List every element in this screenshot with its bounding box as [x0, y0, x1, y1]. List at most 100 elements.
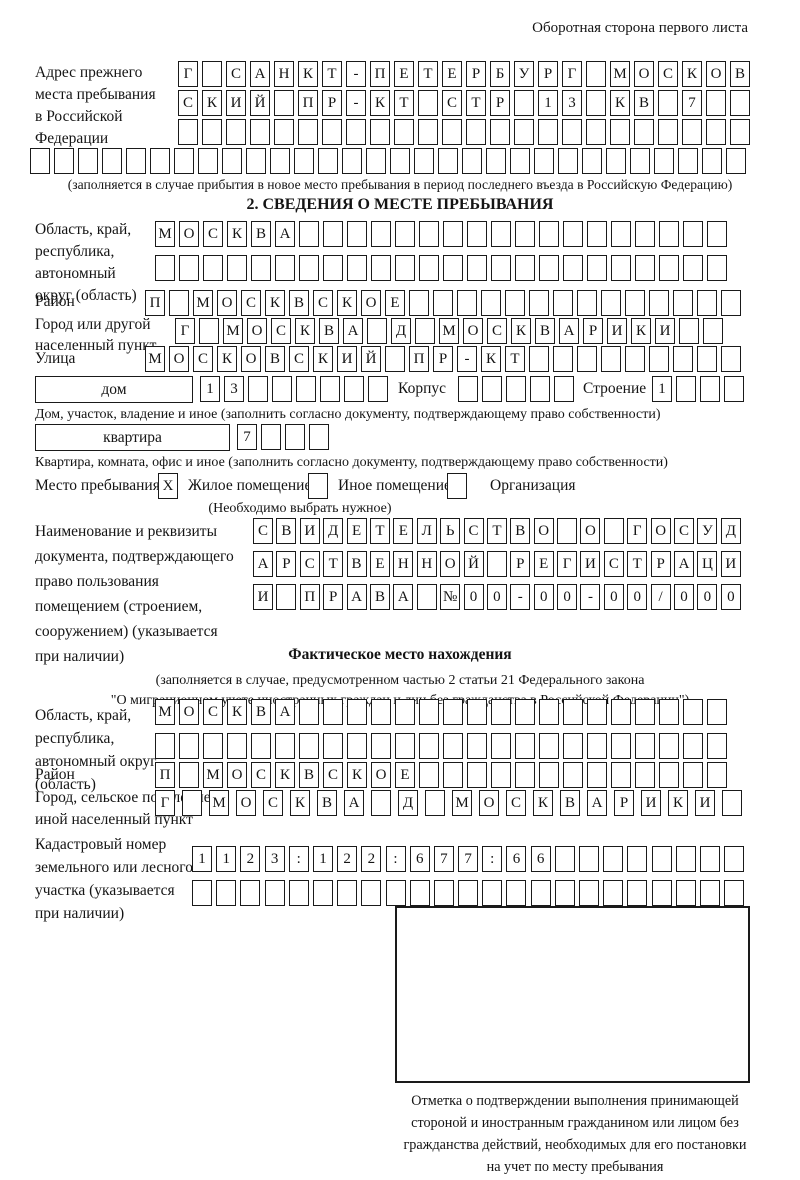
char-cell: [563, 255, 583, 281]
char-cell: С: [193, 346, 213, 372]
char-cell: И: [299, 518, 320, 544]
char-cell: [635, 699, 655, 725]
char-cell: О: [479, 790, 499, 816]
char-cell: [433, 290, 453, 316]
char-cell: [538, 119, 558, 145]
char-cell: [530, 880, 551, 906]
char-cell: [491, 762, 511, 788]
char-cell: С: [299, 551, 320, 577]
char-cell: [673, 346, 693, 372]
char-cell: М: [610, 61, 630, 87]
char-cell: [553, 346, 573, 372]
char-cell: П: [409, 346, 429, 372]
char-cell: [155, 255, 175, 281]
char-cell: [515, 699, 535, 725]
char-cell: Е: [393, 518, 414, 544]
char-cell: [603, 880, 624, 906]
char-cell: Н: [393, 551, 414, 577]
kvartira-note: Квартира, комната, офис и иное (заполнит…: [35, 455, 668, 470]
char-cell: С: [263, 790, 283, 816]
char-cell: [534, 148, 554, 174]
char-cell: [342, 148, 362, 174]
inoe-label: Иное помещение: [338, 477, 451, 494]
dom-note: Дом, участок, владение и иное (заполнить…: [35, 407, 661, 422]
char-cell: :: [385, 846, 406, 872]
mesto-note: (Необходимо выбрать нужное): [208, 501, 392, 516]
char-cell: [554, 880, 575, 906]
char-cell: [721, 346, 741, 372]
char-cell: 3: [224, 376, 244, 402]
char-cell: [199, 318, 219, 344]
char-cell: [554, 376, 574, 402]
char-cell: [587, 221, 607, 247]
char-cell: [683, 762, 703, 788]
char-cell: Т: [418, 61, 438, 87]
char-cell: С: [674, 518, 695, 544]
char-cell: [371, 699, 391, 725]
char-cell: [274, 90, 294, 116]
char-cell: [625, 346, 645, 372]
kvartira-char-row: 7: [237, 424, 329, 450]
char-cell: [285, 424, 305, 450]
char-cell: [682, 119, 702, 145]
char-cell: -: [580, 584, 601, 610]
char-cell: [251, 733, 271, 759]
char-cell: 1: [652, 376, 672, 402]
char-cell: Т: [486, 518, 507, 544]
char-cell: [322, 119, 342, 145]
char-cell: [673, 290, 693, 316]
char-cell: [272, 376, 292, 402]
char-cell: [611, 255, 631, 281]
char-cell: В: [265, 346, 285, 372]
char-cell: М: [145, 346, 165, 372]
char-cell: Г: [178, 61, 198, 87]
char-cell: [707, 699, 727, 725]
char-cell: О: [650, 518, 671, 544]
char-cell: А: [346, 584, 367, 610]
char-cell: О: [247, 318, 267, 344]
char-cell: [554, 846, 575, 872]
char-cell: О: [463, 318, 483, 344]
char-cell: Р: [466, 61, 486, 87]
char-cell: К: [370, 90, 390, 116]
s2-ulitsa-label: Улица: [35, 350, 76, 367]
char-cell: [697, 346, 717, 372]
char-cell: [651, 846, 672, 872]
char-cell: К: [227, 699, 247, 725]
prev-address-note: (заполняется в случае прибытия в новое м…: [67, 177, 733, 192]
char-cell: 0: [674, 584, 695, 610]
char-cell: О: [371, 762, 391, 788]
char-cell: 2: [361, 846, 382, 872]
char-cell: 7: [458, 846, 479, 872]
char-cell: [491, 255, 511, 281]
char-cell: К: [337, 290, 357, 316]
char-cell: О: [236, 790, 256, 816]
char-cell: [299, 255, 319, 281]
char-cell: [275, 255, 295, 281]
char-cell: К: [298, 61, 318, 87]
char-cell: [530, 376, 550, 402]
char-cell: [490, 119, 510, 145]
char-cell: К: [202, 90, 222, 116]
char-cell: К: [481, 346, 501, 372]
char-cell: М: [209, 790, 229, 816]
char-cell: [126, 148, 146, 174]
char-cell: [312, 880, 333, 906]
char-cell: [443, 762, 463, 788]
char-cell: Р: [433, 346, 453, 372]
char-cell: Е: [369, 551, 390, 577]
char-cell: [603, 846, 624, 872]
char-cell: [419, 221, 439, 247]
char-cell: О: [361, 290, 381, 316]
char-cell: Д: [720, 518, 741, 544]
char-cell: [611, 733, 631, 759]
char-cell: [370, 119, 390, 145]
char-cell: [240, 880, 261, 906]
char-cell: [505, 290, 525, 316]
char-cell: Н: [416, 551, 437, 577]
zhiloe-checkbox: X: [158, 473, 178, 499]
char-cell: [722, 790, 742, 816]
